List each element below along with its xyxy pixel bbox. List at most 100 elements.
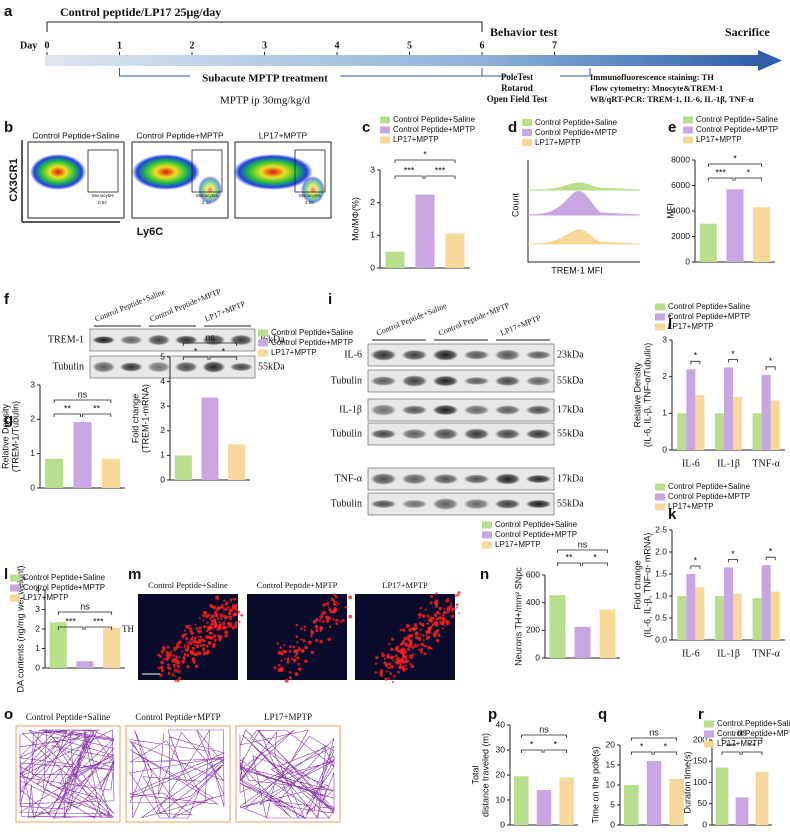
panel-label: p [488,706,497,723]
th-cell [177,668,180,671]
th-cell [315,638,319,643]
th-cell [427,626,431,630]
th-cell [441,620,446,624]
density [198,176,222,204]
th-cell [288,671,292,674]
bar [714,596,724,640]
th-cell [228,615,233,620]
group-label: LP17+MPTP [382,580,428,590]
significance-bracket [520,749,543,753]
y-axis-label: MFI [665,203,675,219]
legend-swatch [380,116,390,124]
y-axis-label: Time on the pole(s) [590,746,600,823]
th-cell [194,664,199,668]
significance-label: * [769,356,773,366]
band [463,404,490,416]
th-cell [221,621,226,626]
legend-label: Control Peptide+Saline [668,482,751,491]
th-cell [424,608,427,611]
significance-label: * [554,739,558,749]
th-cell [184,632,187,636]
y-tick-label: 1 [662,408,667,418]
th-cell [183,653,187,657]
y-tick-label: 8000 [671,154,690,164]
y-tick-label: 3 [370,164,375,174]
y-axis-label: (TREM-1/Tubulin) [10,401,20,472]
th-cell [174,675,177,677]
th-cell [402,641,405,644]
th-cell [289,645,292,648]
significance-bracket [182,342,238,346]
bar [514,776,529,825]
bar [385,251,405,268]
bar [73,422,92,488]
th-cell [213,637,216,640]
significance-bracket [57,611,113,615]
th-cell [279,646,282,649]
significance-bracket [653,751,678,755]
y-tick-label: 2 [35,623,40,633]
th-cell [419,628,422,631]
significance-label: * [747,167,751,177]
th-cell [214,610,218,613]
th-cell [216,634,220,638]
band [463,474,490,484]
timeline-label: Control peptide/LP17 25μg/day [60,5,221,19]
th-cell [409,662,412,666]
th-cell [165,657,167,660]
day-tick: 6 [480,40,485,51]
bar [686,369,696,450]
significance-label: ns [80,601,90,611]
band [119,362,143,372]
th-cell [431,647,433,650]
th-cell [196,630,200,633]
th-cell [405,643,409,647]
size-label: 55kDa [557,498,584,509]
th-cell [220,617,223,620]
th-cell [213,619,217,623]
panel-label: m [128,566,141,583]
th-cell [175,662,178,665]
legend-swatch [655,493,665,501]
significance-bracket [543,749,568,753]
blot-strip [367,422,555,446]
th-cell [202,639,205,642]
th-cell [166,652,171,656]
bar [753,207,771,262]
th-cell [296,656,300,660]
th-cell [418,622,422,626]
y-tick-label: 4000 [671,205,690,215]
th-cell [399,628,402,632]
th-cell [225,609,228,611]
th-cell [402,628,406,632]
axis-label: Ly6C [137,226,164,238]
th-cell [188,628,191,631]
legend-label: Control Peptide+Saline [668,302,751,311]
th-cell [178,676,182,680]
th-cell [221,615,224,618]
significance-bracket [82,413,112,417]
th-cell [213,625,218,629]
bar [686,574,696,640]
bar [695,587,705,640]
band [525,350,552,360]
th-cell [411,626,415,630]
th-cell [309,636,312,638]
legend-swatch [380,136,390,144]
density [30,154,86,190]
th-cell [202,651,207,656]
bar [752,413,762,450]
th-cell [229,608,234,613]
th-cell [318,619,322,623]
th-cell [297,667,302,671]
scale-label: 200μm [163,669,186,678]
th-cell [388,642,391,645]
th-cell [292,658,297,663]
legend-swatch [655,303,665,311]
y-tick-label: 30 [496,744,506,754]
th-cell [417,636,422,641]
bar [726,189,744,262]
th-cell [450,608,454,612]
th-cell [181,650,183,653]
th-cell [434,602,438,606]
